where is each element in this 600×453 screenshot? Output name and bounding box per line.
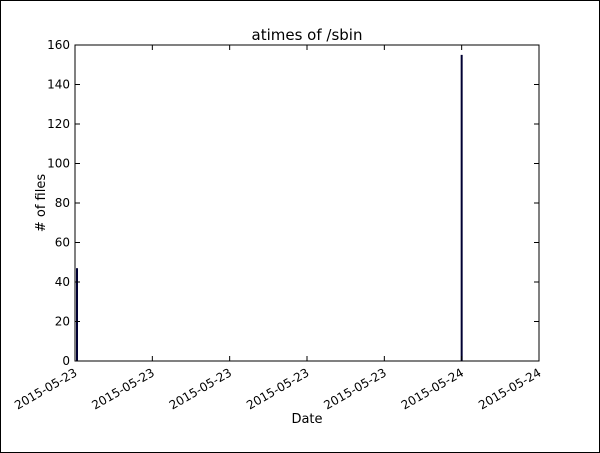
y-tick-label: 80: [55, 196, 70, 210]
x-tick-label: 2015-05-24: [476, 365, 543, 412]
y-tick-label: 140: [47, 78, 70, 92]
x-axis-label: Date: [291, 412, 322, 427]
chart-title: atimes of /sbin: [252, 26, 363, 44]
plot-area: [74, 44, 540, 362]
y-tick-label: 60: [55, 236, 70, 250]
bar: [76, 268, 78, 361]
y-tick-label: 120: [47, 117, 70, 131]
y-tick-label: 40: [55, 275, 70, 289]
bar: [460, 54, 463, 361]
y-tick-label: 100: [47, 157, 70, 171]
x-tick-label: 2015-05-24: [399, 365, 466, 412]
x-tick-label: 2015-05-23: [321, 365, 388, 412]
x-tick-label: 2015-05-23: [89, 365, 156, 412]
y-tick-label: 20: [55, 315, 70, 329]
y-tick-label: 160: [47, 38, 70, 52]
x-tick-label: 2015-05-23: [244, 365, 311, 412]
y-tick-label: 0: [62, 354, 70, 368]
y-axis-label: # of files: [34, 174, 49, 232]
x-tick-label: 2015-05-23: [167, 365, 234, 412]
x-tick-label: 2015-05-23: [12, 365, 79, 412]
